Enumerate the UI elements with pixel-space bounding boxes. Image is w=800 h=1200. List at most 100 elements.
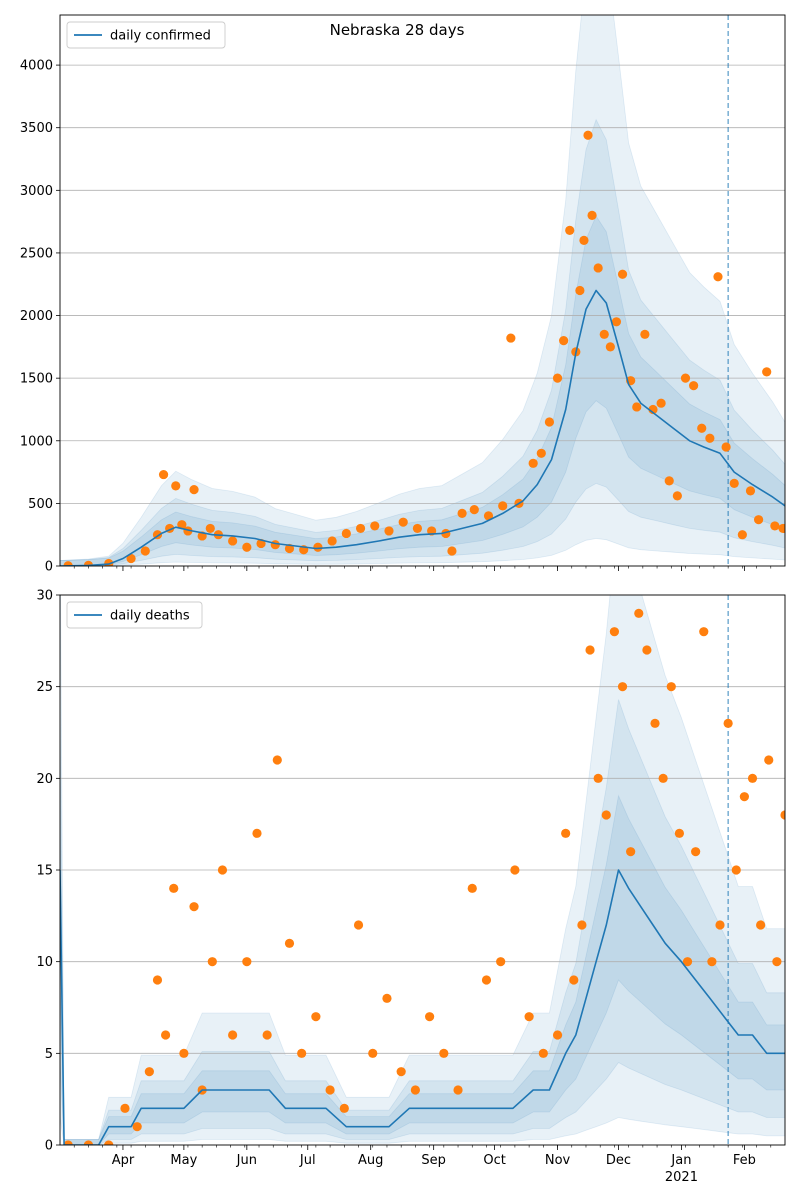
model-line bbox=[60, 869, 785, 1145]
observed-point bbox=[689, 381, 699, 391]
observed-point bbox=[579, 235, 589, 246]
observed-point bbox=[506, 333, 516, 343]
model-line bbox=[60, 289, 785, 566]
observed-point bbox=[552, 373, 563, 383]
observed-point bbox=[780, 810, 785, 820]
observed-point bbox=[617, 682, 628, 692]
x-tick-label: Nov bbox=[545, 1153, 571, 1168]
x-tick-label: Aug bbox=[358, 1153, 383, 1168]
y-tick-label: 10 bbox=[36, 955, 53, 970]
observed-point bbox=[764, 755, 774, 765]
observed-point bbox=[382, 993, 392, 1003]
observed-point bbox=[327, 536, 337, 546]
observed-point bbox=[242, 542, 252, 552]
observed-point bbox=[384, 526, 394, 536]
observed-point bbox=[707, 957, 717, 967]
observed-point bbox=[642, 645, 652, 655]
y-tick-label: 2000 bbox=[20, 309, 53, 324]
observed-point bbox=[731, 865, 741, 875]
x-tick-label: Oct bbox=[483, 1153, 505, 1168]
x-tick-label: Apr bbox=[112, 1153, 135, 1168]
y-tick-label: 5 bbox=[45, 1047, 53, 1062]
observed-point bbox=[510, 865, 520, 875]
observed-point bbox=[217, 865, 228, 875]
observed-point bbox=[161, 1030, 171, 1040]
observed-point bbox=[205, 523, 215, 534]
observed-point bbox=[682, 957, 693, 967]
observed-point bbox=[410, 1085, 420, 1095]
observed-point bbox=[737, 530, 747, 540]
observed-point bbox=[753, 515, 764, 525]
observed-point bbox=[469, 505, 479, 515]
observed-point bbox=[762, 367, 772, 377]
observed-point bbox=[83, 1140, 94, 1145]
y-tick-label: 20 bbox=[36, 772, 53, 787]
observed-point bbox=[697, 423, 707, 433]
observed-point bbox=[772, 957, 782, 967]
observed-point bbox=[593, 263, 603, 273]
observed-point bbox=[609, 627, 620, 637]
x-tick-label: Jul bbox=[299, 1153, 316, 1168]
observed-point bbox=[699, 627, 709, 637]
observed-point bbox=[723, 718, 733, 728]
observed-point bbox=[658, 773, 668, 783]
observed-point bbox=[496, 957, 506, 967]
observed-point bbox=[252, 828, 262, 838]
legend-box bbox=[66, 21, 226, 49]
observed-point bbox=[583, 130, 593, 140]
observed-point bbox=[311, 1012, 321, 1022]
observed-point bbox=[425, 1012, 435, 1022]
observed-point bbox=[778, 523, 785, 534]
observed-point bbox=[611, 317, 622, 327]
observed-point bbox=[483, 511, 494, 521]
observed-point bbox=[626, 847, 636, 857]
observed-point bbox=[538, 1048, 548, 1058]
observed-point bbox=[674, 828, 684, 838]
observed-point bbox=[680, 373, 691, 383]
deaths-panel: 0 5 10 15 20 25 30 daily deaths Apr May Jun Jul Aug S… bbox=[36, 589, 786, 1185]
observed-point bbox=[447, 546, 457, 556]
observed-point bbox=[353, 920, 364, 930]
observed-point bbox=[189, 485, 199, 495]
observed-point bbox=[705, 433, 715, 443]
x-tick-label: Jun bbox=[236, 1153, 257, 1168]
uncertainty-bands bbox=[60, 595, 785, 1145]
observed-point bbox=[664, 476, 674, 486]
observed-point bbox=[439, 1048, 449, 1058]
observed-point bbox=[297, 1048, 307, 1058]
observed-point bbox=[552, 1030, 563, 1040]
observed-point bbox=[457, 508, 467, 519]
observed-point bbox=[729, 478, 739, 488]
observed-point bbox=[569, 975, 579, 985]
observed-point bbox=[398, 517, 408, 527]
observed-point bbox=[152, 975, 163, 985]
observed-point bbox=[650, 718, 660, 728]
observed-point bbox=[599, 329, 609, 339]
observed-point bbox=[575, 285, 585, 296]
observed-point bbox=[169, 883, 179, 893]
observed-point bbox=[63, 561, 73, 566]
observed-point bbox=[272, 755, 282, 765]
legend: daily confirmed bbox=[66, 21, 226, 49]
band-2 bbox=[60, 699, 785, 1145]
observed-point bbox=[228, 536, 238, 546]
observed-point bbox=[617, 269, 628, 279]
observed-point bbox=[739, 792, 749, 802]
observed-point bbox=[120, 1103, 130, 1113]
observed-point bbox=[207, 957, 217, 967]
observed-point bbox=[544, 417, 555, 427]
y-tick-label: 3000 bbox=[20, 184, 53, 199]
observed-point bbox=[770, 521, 780, 531]
observed-point bbox=[672, 491, 682, 501]
observed-point bbox=[587, 210, 597, 220]
observed-point bbox=[242, 957, 252, 967]
observed-point bbox=[270, 540, 280, 550]
observed-point bbox=[577, 920, 587, 930]
observed-point bbox=[713, 272, 723, 282]
observed-point bbox=[355, 523, 366, 534]
observed-point bbox=[63, 1140, 73, 1145]
observed-point bbox=[634, 608, 644, 618]
observed-point bbox=[481, 975, 492, 985]
observed-point bbox=[189, 902, 199, 912]
